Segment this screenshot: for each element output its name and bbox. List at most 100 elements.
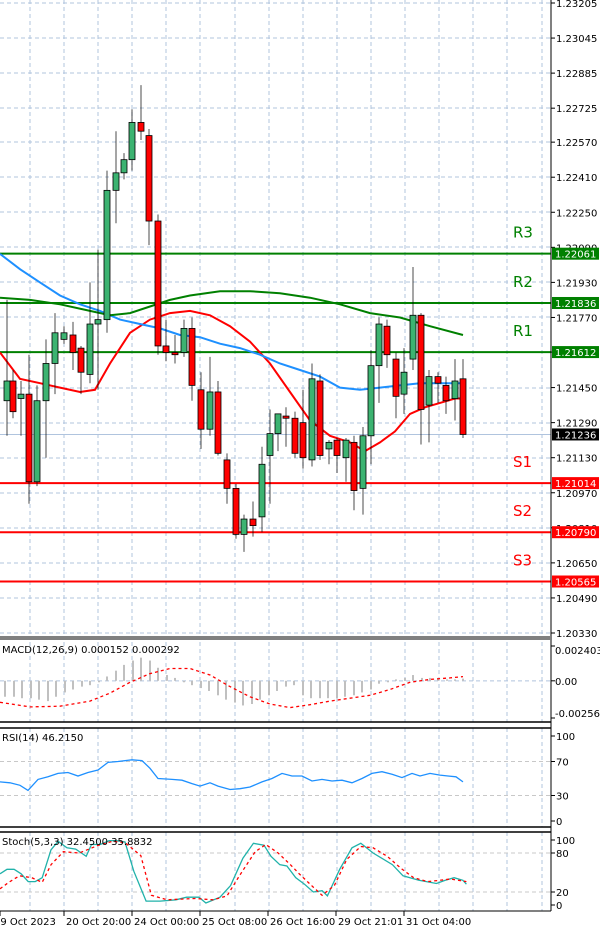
candle <box>162 319 170 362</box>
price-axis[interactable]: 1.23205 1.23045 1.22885 1.22725 1.22570 1.224… <box>550 0 599 911</box>
svg-text:0.002403: 0.002403 <box>555 646 600 657</box>
candle <box>137 85 145 140</box>
stoch-d-line <box>0 840 467 901</box>
candle <box>342 437 350 482</box>
candle <box>103 170 111 333</box>
candle <box>308 363 316 467</box>
candle <box>451 359 459 421</box>
candle <box>128 109 136 171</box>
candle <box>17 381 25 436</box>
candle <box>359 427 367 515</box>
candle <box>25 354 33 504</box>
time-tick: 20 Oct 20:00 <box>66 917 131 928</box>
candle <box>417 313 425 445</box>
candle <box>282 407 290 447</box>
time-tick: 24 Oct 00:00 <box>134 917 199 928</box>
candle <box>86 282 94 384</box>
price-tick: 1.21930 <box>556 278 597 289</box>
candle <box>112 131 120 224</box>
moving-average-line <box>0 253 463 391</box>
candle <box>266 409 274 504</box>
level-price-tag: 1.21612 <box>555 348 596 359</box>
price-tick: 1.23045 <box>556 34 597 45</box>
candle <box>120 153 128 180</box>
candle <box>206 356 214 436</box>
svg-text:20: 20 <box>556 888 569 899</box>
price-tick: 1.22570 <box>556 138 597 149</box>
macd-signal-line <box>0 667 464 709</box>
price-tick: 1.22250 <box>556 208 597 219</box>
candle <box>383 319 391 368</box>
price-tick: 1.22885 <box>556 69 597 80</box>
candle <box>409 267 417 371</box>
candle <box>197 372 205 449</box>
macd-pane[interactable] <box>0 657 551 709</box>
candle <box>223 453 231 504</box>
price-tick: 1.21450 <box>556 384 597 395</box>
candle <box>316 374 324 460</box>
price-tick: 1.21770 <box>556 313 597 324</box>
candle <box>42 339 50 458</box>
moving-averages <box>0 253 464 453</box>
candle <box>392 352 400 419</box>
candle <box>291 411 299 458</box>
current-price-tag: 1.21236 <box>555 430 596 441</box>
candle <box>240 514 248 552</box>
candle <box>299 389 307 469</box>
time-tick: 26 Oct 16:00 <box>270 917 335 928</box>
level-name-s2: S2 <box>513 502 532 520</box>
candle <box>274 413 282 452</box>
rsi-pane[interactable] <box>0 759 551 796</box>
indicator-axes: 0.002403 0.00 -0.002566 100 70 30 0 100 80 20 0 <box>551 645 600 912</box>
stochastic-pane[interactable] <box>0 839 551 904</box>
moving-average-line <box>0 309 463 453</box>
level-name-r1: R1 <box>513 322 533 340</box>
level-name-s1: S1 <box>513 453 532 471</box>
pane-frames <box>0 636 551 912</box>
price-tick: 1.21130 <box>556 454 597 465</box>
svg-text:100: 100 <box>556 732 575 743</box>
candle <box>325 440 333 465</box>
candle <box>442 376 450 414</box>
price-tick: 1.20330 <box>556 629 597 640</box>
macd-label: MACD(12,26,9) 0.000152 0.000292 <box>2 645 180 656</box>
candle <box>249 501 257 537</box>
time-axis[interactable]: 19 Oct 2023 20 Oct 20:00 24 Oct 00:00 25 Oc… <box>0 911 471 928</box>
svg-text:30: 30 <box>556 792 569 803</box>
candle <box>214 381 222 456</box>
candle <box>350 435 358 511</box>
time-tick: 31 Oct 04:00 <box>406 917 471 928</box>
svg-text:0.00: 0.00 <box>555 677 577 688</box>
candle <box>367 350 375 465</box>
candle <box>69 321 77 371</box>
candle <box>3 299 11 436</box>
price-tick: 1.23205 <box>556 0 597 10</box>
time-tick: 19 Oct 2023 <box>0 917 56 928</box>
svg-text:-0.002566: -0.002566 <box>555 709 600 720</box>
level-price-tag: 1.21014 <box>555 479 596 490</box>
candle <box>400 348 408 414</box>
candle <box>171 334 179 364</box>
stoch-k-line <box>0 839 467 904</box>
level-price-tag: 1.21836 <box>555 299 596 310</box>
svg-text:80: 80 <box>556 849 569 860</box>
svg-text:0: 0 <box>556 817 562 828</box>
level-price-tag: 1.20565 <box>555 578 596 589</box>
candle <box>154 214 162 355</box>
level-labels: R3 R2 R1 S1 S2 S3 <box>513 224 533 570</box>
price-pane[interactable]: R3 R2 R1 S1 S2 S3 <box>0 85 551 583</box>
level-name-r3: R3 <box>513 224 533 242</box>
candle <box>94 249 102 390</box>
moving-average-line <box>0 290 464 336</box>
svg-text:70: 70 <box>556 758 569 769</box>
candle <box>51 313 59 395</box>
candle <box>425 370 433 443</box>
price-tick: 1.20490 <box>556 594 597 605</box>
time-tick: 25 Oct 08:00 <box>202 917 267 928</box>
candle <box>434 372 442 403</box>
candle <box>333 437 341 474</box>
price-tick: 1.20650 <box>556 559 597 570</box>
candle <box>33 385 41 487</box>
candle <box>180 319 188 357</box>
